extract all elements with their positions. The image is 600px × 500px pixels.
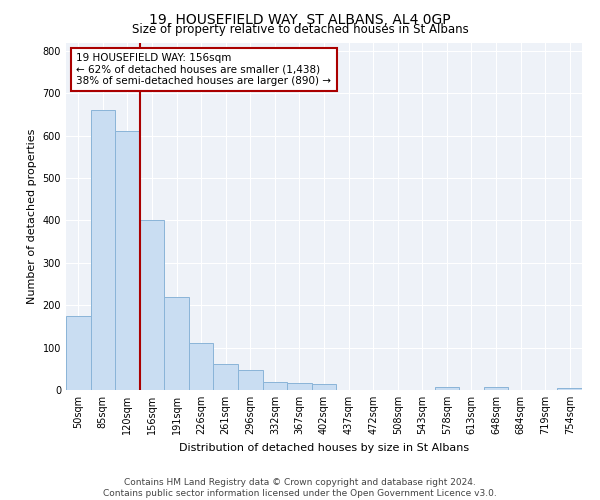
Bar: [140, 220, 164, 390]
Bar: [66, 316, 91, 390]
Bar: [484, 386, 508, 390]
Bar: [263, 382, 287, 390]
Text: Contains HM Land Registry data © Crown copyright and database right 2024.
Contai: Contains HM Land Registry data © Crown c…: [103, 478, 497, 498]
Bar: [164, 297, 189, 390]
Y-axis label: Number of detached properties: Number of detached properties: [27, 128, 37, 304]
Bar: [91, 110, 115, 390]
Bar: [189, 344, 214, 390]
Bar: [238, 370, 263, 390]
Bar: [287, 383, 312, 390]
Text: 19, HOUSEFIELD WAY, ST ALBANS, AL4 0GP: 19, HOUSEFIELD WAY, ST ALBANS, AL4 0GP: [149, 12, 451, 26]
Bar: [557, 388, 582, 390]
Bar: [214, 364, 238, 390]
Bar: [434, 387, 459, 390]
X-axis label: Distribution of detached houses by size in St Albans: Distribution of detached houses by size …: [179, 442, 469, 452]
Bar: [115, 132, 140, 390]
Text: 19 HOUSEFIELD WAY: 156sqm
← 62% of detached houses are smaller (1,438)
38% of se: 19 HOUSEFIELD WAY: 156sqm ← 62% of detac…: [76, 53, 331, 86]
Text: Size of property relative to detached houses in St Albans: Size of property relative to detached ho…: [131, 22, 469, 36]
Bar: [312, 384, 336, 390]
